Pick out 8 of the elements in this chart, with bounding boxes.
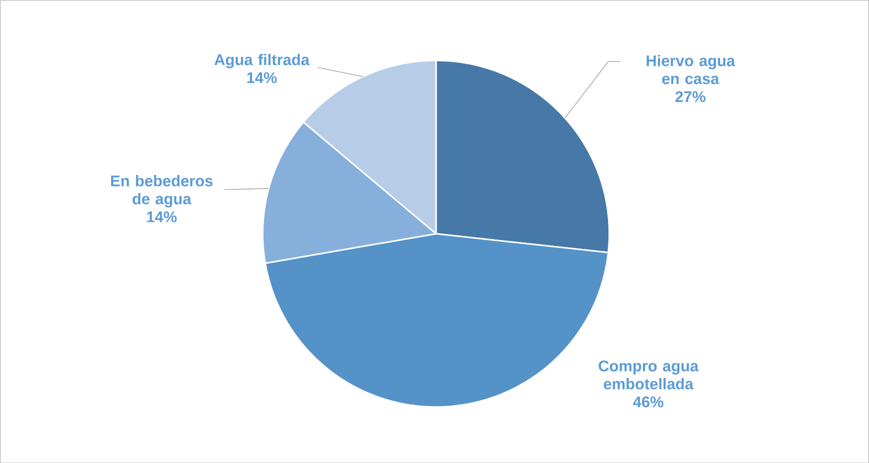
slice-label: Hiervo agua en casa	[646, 54, 736, 84]
data-label: 46%	[633, 396, 664, 408]
data-label: 27%	[675, 90, 706, 102]
slice-label: En bebederos de agua	[111, 174, 213, 208]
slice-label: Agua filtrada	[214, 54, 310, 68]
data-label: 14%	[147, 211, 177, 222]
slice-label: Compro agua embotellada	[598, 360, 699, 390]
data-label: 14%	[247, 72, 277, 83]
